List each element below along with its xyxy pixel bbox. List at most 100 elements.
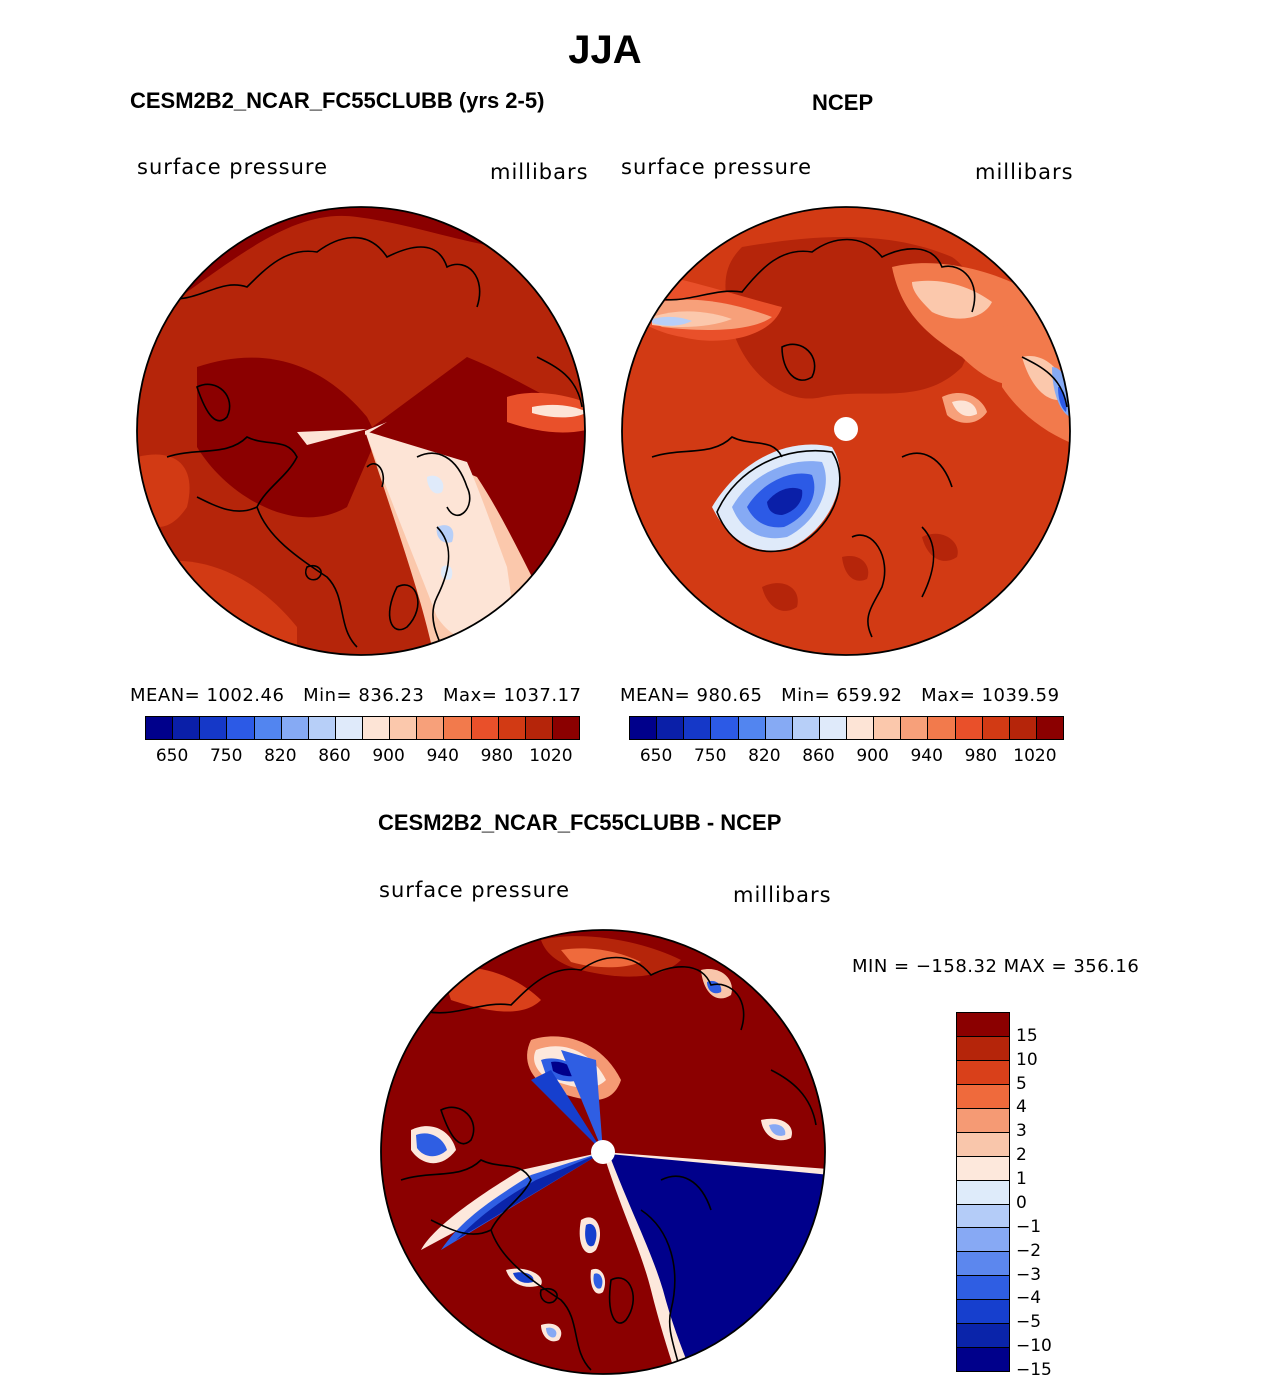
colorbar-tick-label: 1020: [1013, 746, 1057, 766]
panel1-max-value: 1037.17: [503, 685, 582, 706]
colorbar-swatch: [308, 717, 336, 739]
panel1-variable: surface pressure: [137, 155, 328, 179]
panel2-units: millibars: [975, 160, 1074, 184]
diff-colorbar-swatch: [957, 1228, 1009, 1253]
colorbar-swatch: [711, 717, 739, 739]
panel2-variable: surface pressure: [621, 155, 812, 179]
colorbar-swatch: [1009, 717, 1037, 739]
diff-polar-map: [380, 929, 826, 1375]
panel2-mean-label: MEAN=: [620, 685, 691, 706]
diff-colorbar-ticks: 15 10 5 4 3 2 1 0 −1 −2 −3 −4 −5 −10 −15: [1016, 1012, 1086, 1380]
colorbar-swatch: [982, 717, 1010, 739]
colorbar-tick-label: 940: [426, 746, 459, 766]
diff-colorbar-swatch: [957, 1013, 1009, 1037]
diff-colorbar-tick-label: 1: [1016, 1169, 1027, 1190]
colorbar-swatch: [390, 717, 418, 739]
colorbar-tick-label: 650: [639, 746, 673, 766]
diff-colorbar: [956, 1012, 1010, 1372]
panel1-polar-map: [136, 206, 586, 656]
colorbar-swatch: [471, 717, 499, 739]
diff-colorbar-swatch: [957, 1204, 1009, 1229]
diff-colorbar-swatch: [957, 1132, 1009, 1157]
diff-colorbar-swatch: [957, 1252, 1009, 1277]
colorbar-swatch: [498, 717, 526, 739]
diff-colorbar-swatch: [957, 1084, 1009, 1109]
diff-colorbar-swatch: [957, 1300, 1009, 1325]
diff-colorbar-tick-label: 5: [1016, 1073, 1027, 1094]
colorbar-tick-label: 750: [693, 746, 727, 766]
colorbar-tick-label: 860: [318, 746, 351, 766]
diff-colorbar-swatch: [957, 1276, 1009, 1301]
colorbar-swatch: [847, 717, 875, 739]
diff-colorbar-tick-label: 4: [1016, 1097, 1027, 1118]
figure-title: JJA: [568, 28, 642, 72]
diff-colorbar-tick-label: −4: [1016, 1288, 1042, 1309]
diff-variable: surface pressure: [379, 878, 570, 902]
colorbar-swatch: [146, 717, 174, 739]
diff-colorbar-tick-label: 15: [1016, 1025, 1038, 1046]
colorbar-tick-label: 1020: [529, 746, 573, 766]
panel2-title: NCEP: [812, 90, 874, 115]
colorbar-swatch: [1036, 717, 1063, 739]
diff-minmax: MIN = −158.32 MAX = 356.16: [852, 956, 1140, 977]
colorbar-swatch: [684, 717, 712, 739]
panel2-max-value: 1039.59: [981, 685, 1060, 706]
colorbar-swatch: [200, 717, 228, 739]
panel1-stats: MEAN= 1002.46 Min= 836.23 Max= 1037.17: [130, 685, 582, 706]
colorbar-tick-label: 820: [264, 746, 297, 766]
panel1-title: CESM2B2_NCAR_FC55CLUBB (yrs 2-5): [130, 88, 545, 113]
diff-colorbar-swatch: [957, 1108, 1009, 1133]
diff-title: CESM2B2_NCAR_FC55CLUBB - NCEP: [378, 810, 782, 835]
panel1-colorbar: [145, 716, 580, 740]
colorbar-swatch: [955, 717, 983, 739]
diff-colorbar-swatch: [957, 1156, 1009, 1181]
diff-colorbar-tick-label: −1: [1016, 1216, 1042, 1237]
panel2-min-label: Min=: [781, 685, 831, 706]
panel2-colorbar-ticks: 650 750 820 860 900 940 980 1020: [629, 746, 1062, 768]
panel2-stats: MEAN= 980.65 Min= 659.92 Max= 1039.59: [620, 685, 1060, 706]
panel1-min-label: Min=: [303, 685, 353, 706]
panel1-mean-label: MEAN=: [130, 685, 201, 706]
panel1-units: millibars: [490, 160, 589, 184]
colorbar-tick-label: 900: [372, 746, 405, 766]
colorbar-swatch: [738, 717, 766, 739]
panel2-min-value: 659.92: [836, 685, 903, 706]
panel2-max-label: Max=: [921, 685, 976, 706]
panel1-colorbar-ticks: 650 750 820 860 900 940 980 1020: [145, 746, 578, 768]
colorbar-swatch: [417, 717, 445, 739]
colorbar-swatch: [552, 717, 579, 739]
diff-colorbar-swatch: [957, 1324, 1009, 1349]
panel2-polar-map: [621, 206, 1071, 656]
panel2-mean-value: 980.65: [696, 685, 763, 706]
colorbar-swatch: [525, 717, 553, 739]
panel1-mean-value: 1002.46: [206, 685, 285, 706]
colorbar-swatch: [874, 717, 902, 739]
colorbar-swatch: [901, 717, 929, 739]
diff-colorbar-tick-label: −15: [1016, 1360, 1052, 1380]
colorbar-tick-label: 820: [748, 746, 781, 766]
colorbar-swatch: [928, 717, 956, 739]
diff-colorbar-tick-label: −2: [1016, 1240, 1042, 1261]
diff-units: millibars: [733, 883, 832, 907]
colorbar-swatch: [444, 717, 472, 739]
diff-colorbar-tick-label: 2: [1016, 1145, 1027, 1166]
colorbar-tick-label: 900: [856, 746, 889, 766]
colorbar-tick-label: 980: [480, 746, 514, 766]
colorbar-swatch: [281, 717, 309, 739]
diff-colorbar-tick-label: −3: [1016, 1264, 1042, 1285]
colorbar-tick-label: 860: [802, 746, 835, 766]
diff-colorbar-tick-label: −5: [1016, 1312, 1042, 1333]
colorbar-swatch: [630, 717, 658, 739]
colorbar-swatch: [227, 717, 255, 739]
colorbar-swatch: [657, 717, 685, 739]
colorbar-swatch: [173, 717, 201, 739]
colorbar-tick-label: 940: [910, 746, 943, 766]
colorbar-tick-label: 750: [209, 746, 243, 766]
colorbar-tick-label: 650: [155, 746, 189, 766]
colorbar-swatch: [335, 717, 363, 739]
colorbar-swatch: [819, 717, 847, 739]
panel2-colorbar: [629, 716, 1064, 740]
diff-colorbar-tick-label: −10: [1016, 1336, 1052, 1357]
colorbar-swatch: [363, 717, 391, 739]
diff-colorbar-swatch: [957, 1348, 1009, 1372]
